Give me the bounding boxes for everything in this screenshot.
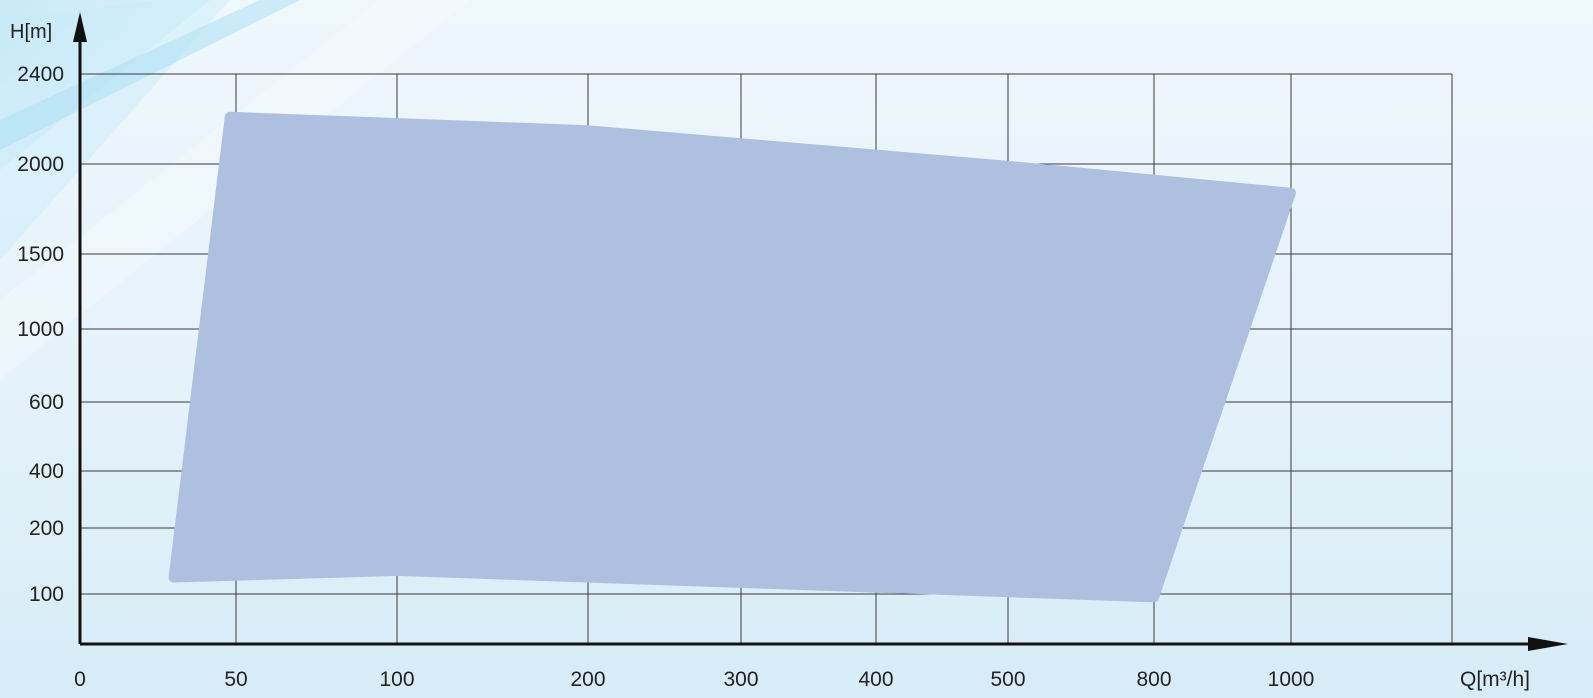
y-axis-arrow-icon	[73, 12, 87, 42]
operating-region-area-0	[168, 111, 1296, 603]
x-tick-label-200: 200	[570, 668, 605, 691]
x-tick-label-800: 800	[1136, 668, 1171, 691]
x-axis-title: Q[m³/h]	[1460, 668, 1530, 691]
x-tick-label-1000: 1000	[1268, 668, 1315, 691]
x-tick-label-100: 100	[379, 668, 414, 691]
y-tick-label-1500: 1500	[17, 243, 64, 266]
y-tick-label-2000: 2000	[17, 153, 64, 176]
x-tick-label-0: 0	[74, 668, 86, 691]
x-tick-label-300: 300	[723, 668, 758, 691]
y-axis-title: H[m]	[10, 21, 52, 43]
x-tick-label-50: 50	[224, 668, 247, 691]
y-tick-label-1000: 1000	[17, 318, 64, 341]
y-tick-label-600: 600	[29, 391, 64, 414]
operating-region-layer	[168, 111, 1296, 603]
background-streaks	[0, 0, 470, 380]
y-tick-label-100: 100	[29, 583, 64, 606]
x-tick-label-500: 500	[990, 668, 1025, 691]
y-tick-label-400: 400	[29, 460, 64, 483]
x-tick-label-400: 400	[858, 668, 893, 691]
tick-labels: 0 50 100 200 300 400 500 800 1000 100 200 400 600 100…	[10, 21, 1530, 691]
y-tick-label-200: 200	[29, 517, 64, 540]
y-tick-label-2400: 2400	[17, 63, 64, 86]
x-axis-arrow-icon	[1528, 637, 1568, 651]
axes	[73, 12, 1568, 651]
